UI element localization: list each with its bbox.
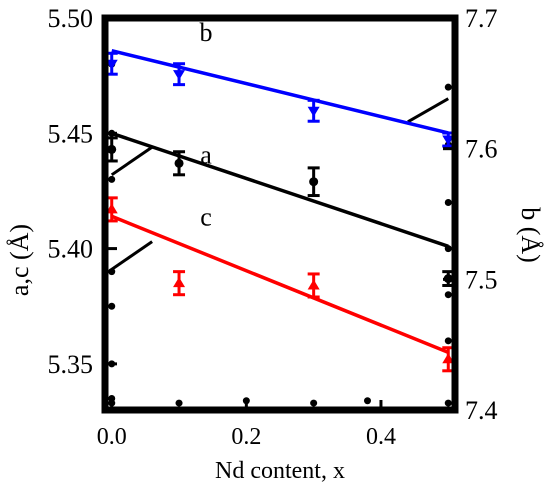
- x-axis-ticks: 0.0 0.2 0.4: [97, 400, 396, 450]
- fit-lines: [111, 48, 449, 354]
- background-dot: [444, 291, 452, 299]
- data-point-c: [307, 279, 320, 290]
- right-tick-label: 7.6: [465, 135, 498, 164]
- background-dot: [310, 399, 318, 407]
- data-points: [105, 59, 455, 364]
- fit-line-a: [111, 131, 449, 248]
- data-point-c: [105, 203, 118, 214]
- background-dot: [108, 302, 116, 310]
- left-axis-label: a,c (Å): [5, 224, 34, 296]
- error-bars: [105, 51, 455, 373]
- data-point-b: [173, 70, 186, 81]
- background-dot: [444, 399, 452, 407]
- data-point-b: [105, 59, 118, 70]
- data-point-a: [309, 177, 319, 187]
- fit-line-c: [111, 214, 449, 354]
- fit-line-b: [111, 48, 449, 135]
- background-dot: [175, 399, 183, 407]
- data-point-c: [173, 277, 186, 288]
- decorative-segment: [407, 97, 450, 124]
- background-dot: [444, 83, 452, 91]
- right-tick-label: 7.7: [465, 4, 498, 33]
- background-dot: [108, 175, 116, 183]
- background-dot: [444, 337, 452, 345]
- data-point-b: [307, 106, 320, 117]
- x-tick-label: 0.4: [366, 424, 396, 450]
- right-tick-label: 7.4: [465, 396, 498, 425]
- data-point-c: [442, 353, 455, 364]
- decorative-segment: [110, 145, 153, 177]
- data-point-a: [107, 144, 117, 154]
- x-axis-label: Nd content, x: [215, 458, 345, 484]
- annotation-b: b: [199, 18, 212, 47]
- background-dot: [444, 198, 452, 206]
- left-tick-label: 5.35: [48, 350, 94, 379]
- series-annotations: b a c: [199, 18, 212, 231]
- left-axis-ticks: 5.35 5.40 5.45 5.50: [48, 4, 117, 379]
- x-tick-label: 0.2: [231, 424, 261, 450]
- annotation-a: a: [200, 140, 212, 169]
- data-point-b: [442, 135, 455, 146]
- data-point-a: [174, 158, 184, 168]
- right-axis-label: b (Å): [516, 207, 545, 263]
- background-dot: [108, 394, 116, 402]
- left-tick-label: 5.40: [48, 235, 94, 264]
- decorative-segment: [110, 240, 153, 271]
- left-tick-label: 5.50: [48, 4, 94, 33]
- background-noise-dots: [108, 60, 452, 407]
- right-tick-label: 7.5: [465, 265, 498, 294]
- annotation-c: c: [200, 203, 212, 232]
- background-dot: [364, 397, 371, 405]
- plot-frame: [101, 14, 459, 414]
- right-axis-ticks: 7.4 7.5 7.6 7.7: [443, 4, 498, 425]
- left-tick-label: 5.45: [48, 119, 94, 148]
- x-tick-label: 0.0: [97, 424, 127, 450]
